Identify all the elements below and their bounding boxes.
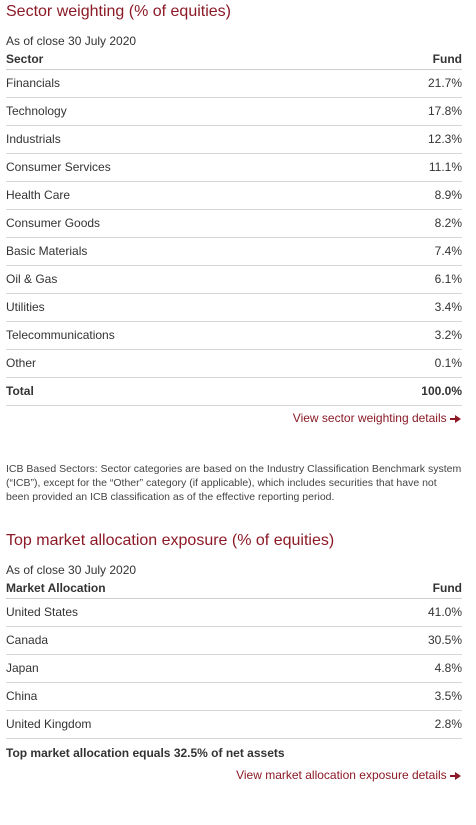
allocation-summary: Top market allocation equals 32.5% of ne… [6,746,285,760]
market-value: 3.5% [345,682,462,711]
sector-value: 0.1% [337,349,462,378]
market-name: China [6,682,346,711]
sector-name: Telecommunications [6,321,338,350]
table-row: Basic Materials 7.4% [6,237,462,266]
market-name: Canada [6,626,346,655]
section-title: Sector weighting (% of equities) [6,3,231,20]
table-row: Japan 4.8% [6,654,462,683]
link-label: View market allocation exposure details [236,768,447,782]
table-row: Health Care 8.9% [6,181,462,210]
sector-value: 12.3% [337,125,462,154]
market-name: United Kingdom [6,710,346,739]
sector-name: Health Care [6,181,338,210]
as-of-date: As of close 30 July 2020 [6,34,137,48]
column-header-fund: Fund [345,578,462,599]
sector-table: Sector Fund Financials 21.7% Technology 17… [6,49,462,406]
as-of-date: As of close 30 July 2020 [6,563,137,577]
sector-name: Oil & Gas [6,265,338,294]
icb-footnote: ICB Based Sectors: Sector categories are… [6,463,462,503]
sector-value: 17.8% [337,97,462,126]
market-value: 4.8% [345,654,462,683]
table-row: Canada 30.5% [6,626,462,655]
sector-value: 7.4% [337,237,462,266]
table-row: Other 0.1% [6,349,462,378]
view-sector-weighting-details-link[interactable]: View sector weighting details [293,411,462,425]
table-row: Consumer Goods 8.2% [6,209,462,238]
sector-name: Consumer Goods [6,209,338,238]
sector-name: Consumer Services [6,153,338,182]
section-title: Top market allocation exposure (% of equ… [6,532,335,549]
column-header-sector: Sector [6,49,338,70]
sector-value: 8.2% [337,209,462,238]
table-row: Utilities 3.4% [6,293,462,322]
link-label: View sector weighting details [292,411,447,425]
table-row: United States 41.0% [6,598,462,627]
arrow-right-icon [450,414,462,424]
market-name: Japan [6,654,346,683]
total-label: Total [6,377,338,406]
table-row: Financials 21.7% [6,69,462,98]
view-market-allocation-details-link[interactable]: View market allocation exposure details [236,768,462,782]
column-header-fund: Fund [337,49,462,70]
sector-value: 8.9% [337,181,462,210]
table-header-row: Market Allocation Fund [6,578,462,599]
sector-value: 3.4% [337,293,462,322]
table-row: Oil & Gas 6.1% [6,265,462,294]
sector-value: 3.2% [337,321,462,350]
sector-value: 21.7% [337,69,462,98]
sector-name: Other [6,349,338,378]
market-value: 41.0% [345,598,462,627]
page: Sector weighting (% of equities) As of c… [6,0,462,783]
market-name: United States [6,598,346,627]
table-row: Telecommunications 3.2% [6,321,462,350]
total-value: 100.0% [337,377,462,406]
table-row: China 3.5% [6,682,462,711]
sector-value: 6.1% [337,265,462,294]
table-row: Industrials 12.3% [6,125,462,154]
table-row: Consumer Services 11.1% [6,153,462,182]
table-header-row: Sector Fund [6,49,462,70]
market-allocation-section: Top market allocation exposure (% of equ… [6,530,462,783]
table-row: United Kingdom 2.8% [6,710,462,739]
arrow-right-icon [450,771,462,781]
column-header-market-allocation: Market Allocation [6,578,346,599]
sector-name: Technology [6,97,338,126]
sector-name: Basic Materials [6,237,338,266]
sector-weighting-section: Sector weighting (% of equities) As of c… [6,0,462,504]
total-row: Total 100.0% [6,377,462,406]
market-value: 30.5% [345,626,462,655]
market-value: 2.8% [345,710,462,739]
sector-name: Industrials [6,125,338,154]
sector-name: Utilities [6,293,338,322]
table-row: Technology 17.8% [6,97,462,126]
sector-name: Financials [6,69,338,98]
sector-value: 11.1% [337,153,462,182]
market-link-row: View market allocation exposure details [6,767,462,783]
sector-link-row: View sector weighting details [6,410,462,426]
market-allocation-table: Market Allocation Fund United States 41.0… [6,578,462,739]
